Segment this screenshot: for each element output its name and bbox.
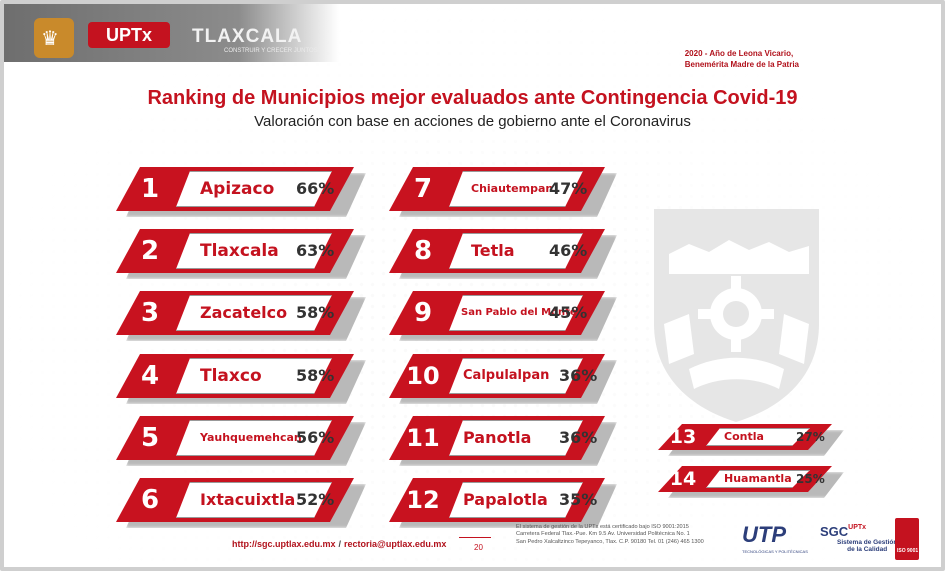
ranking-item: 14 Huamantla 25% [658, 466, 838, 492]
percentage: 36% [559, 366, 598, 385]
utp-logo: UTP [742, 522, 786, 547]
page-number: 20 [474, 543, 483, 552]
municipio-name: Papalotla [463, 490, 548, 509]
municipio-name: Calpulalpan [463, 368, 550, 383]
rank-number: 4 [140, 361, 160, 391]
utp-logo-sub: TECNOLÓGICAS Y POLITÉCNICAS [742, 549, 808, 554]
municipio-name: Tlaxco [200, 366, 262, 386]
tlaxcala-logo: TLAXCALA [192, 26, 303, 47]
municipio-name: Apizaco [200, 179, 275, 199]
percentage: 58% [296, 303, 335, 322]
percentage: 46% [549, 241, 588, 260]
percentage: 58% [296, 366, 335, 385]
ranking-item: 2 Tlaxcala 63% [116, 229, 360, 273]
ranking-item: 1 Apizaco 66% [116, 167, 360, 211]
municipio-name: Zacatelco [200, 303, 288, 322]
certification-text: El sistema de gestión de la UPTx está ce… [516, 524, 704, 545]
ranking-item: 8 Tetla 46% [389, 229, 611, 273]
percentage: 45% [549, 303, 588, 322]
uptx-logo: UPTx [88, 22, 170, 48]
motto: 2020 - Año de Leona Vicario, Benemérita … [684, 49, 799, 69]
ranking-item: 13 Contla 27% [658, 424, 838, 450]
rank-number: 9 [413, 298, 433, 328]
municipio-name: Tetla [471, 241, 515, 260]
shield-watermark-icon [654, 209, 819, 422]
municipio-name: Ixtacuixtla [200, 490, 296, 509]
municipio-name: Tlaxcala [200, 241, 279, 261]
sgc-logo: SGCUPTx [820, 524, 867, 539]
municipio-name: Yauhquemehcan [200, 431, 302, 444]
municipio-name: Contla [724, 430, 764, 443]
rank-number: 3 [140, 298, 160, 328]
ranking-item: 12 Papalotla 35% [389, 478, 611, 522]
percentage: 35% [559, 490, 598, 509]
tlaxcala-logo-sub: CONSTRUIR Y CRECER JUNTOS [224, 48, 318, 54]
ranking-item: 7 Chiautempan 47% [389, 167, 611, 211]
percentage: 27% [796, 430, 825, 444]
rank-number: 1 [140, 174, 160, 204]
iso-logo [895, 518, 919, 560]
rank-number: 14 [669, 468, 697, 490]
email-link[interactable]: rectoria@uptlax.edu.mx [344, 539, 447, 549]
municipio-name: Panotla [463, 428, 532, 447]
percentage: 66% [296, 179, 335, 198]
municipio-name: Chiautempan [471, 182, 554, 195]
municipio-name: Huamantla [724, 472, 792, 485]
rank-number: 7 [413, 174, 433, 204]
ranking-item: 3 Zacatelco 58% [116, 291, 360, 335]
municipio-name: San Pablo del Monte [461, 307, 577, 318]
page-title: Ranking de Municipios mejor evaluados an… [147, 87, 798, 109]
rank-number: 12 [406, 486, 440, 514]
rank-number: 11 [406, 424, 440, 452]
percentage: 25% [796, 472, 825, 486]
rank-number: 5 [140, 423, 160, 453]
percentage: 52% [296, 490, 335, 509]
lion-logo-icon: ♛ [34, 18, 74, 58]
rank-number: 10 [406, 362, 440, 390]
sgc-logo-sub: Sistema de Gestión de la Calidad [837, 539, 898, 553]
ranking-item: 11 Panotla 36% [389, 416, 611, 460]
sgc-link[interactable]: http://sgc.uptlax.edu.mx [232, 539, 336, 549]
rank-number: 8 [413, 236, 433, 266]
percentage: 47% [549, 179, 588, 198]
ranking-item: 9 San Pablo del Monte 45% [389, 291, 611, 335]
ranking-item: 6 Ixtacuixtla 52% [116, 478, 360, 522]
percentage: 56% [296, 428, 335, 447]
ranking-item: 4 Tlaxco 58% [116, 354, 360, 398]
ranking-item: 5 Yauhquemehcan 56% [116, 416, 360, 460]
rank-number: 13 [669, 426, 697, 448]
ranking-item: 10 Calpulalpan 36% [389, 354, 611, 398]
rank-number: 2 [140, 236, 160, 266]
iso-logo-text: ISO 9001 [897, 548, 919, 554]
percentage: 36% [559, 428, 598, 447]
rank-number: 6 [140, 485, 160, 515]
page-subtitle: Valoración con base en acciones de gobie… [254, 113, 691, 130]
percentage: 63% [296, 241, 335, 260]
footer-links: http://sgc.uptlax.edu.mx / rectoria@uptlax… [232, 539, 447, 549]
